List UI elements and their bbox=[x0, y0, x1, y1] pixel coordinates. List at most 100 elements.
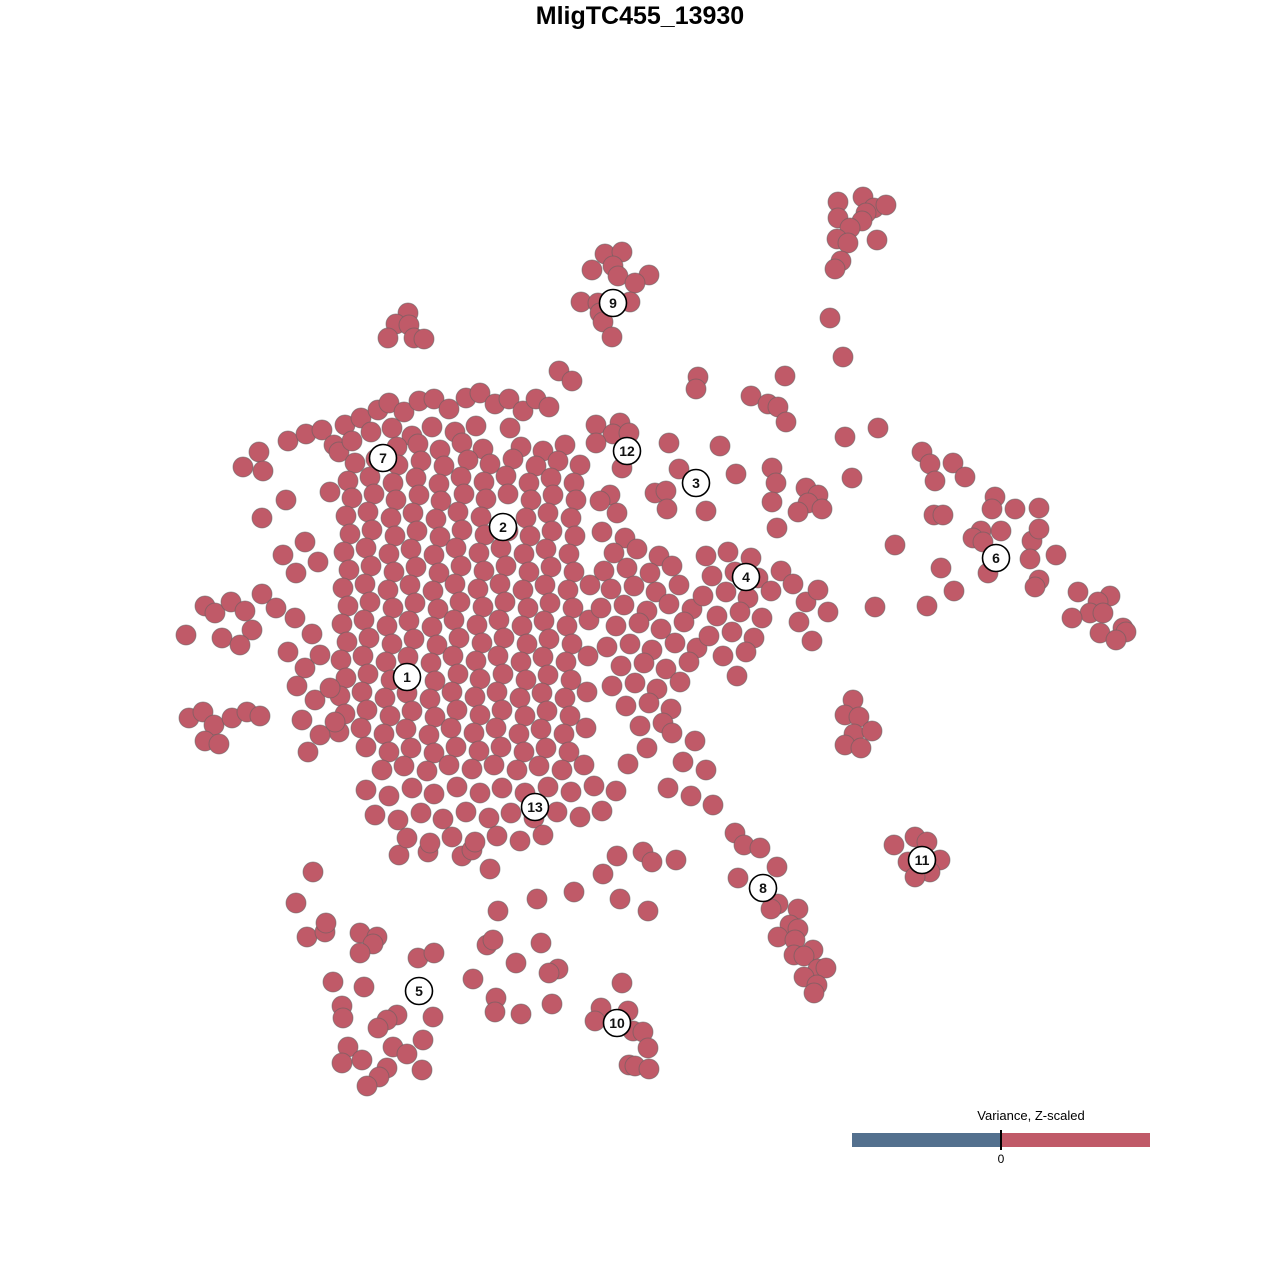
data-point bbox=[405, 556, 427, 578]
data-point bbox=[883, 834, 905, 856]
data-point bbox=[487, 900, 509, 922]
data-point bbox=[443, 609, 465, 631]
data-point bbox=[788, 611, 810, 633]
data-point bbox=[626, 538, 648, 560]
data-point bbox=[605, 780, 627, 802]
data-point bbox=[1028, 518, 1050, 540]
data-point bbox=[542, 484, 564, 506]
data-point bbox=[423, 544, 445, 566]
data-point bbox=[284, 607, 306, 629]
data-point bbox=[554, 687, 576, 709]
data-point bbox=[393, 755, 415, 777]
data-point bbox=[619, 633, 641, 655]
data-point bbox=[387, 809, 409, 831]
data-point bbox=[413, 328, 435, 350]
data-point bbox=[593, 560, 615, 582]
data-point bbox=[421, 616, 443, 638]
data-point bbox=[867, 417, 889, 439]
data-point bbox=[510, 1003, 532, 1025]
data-point bbox=[536, 700, 558, 722]
cluster-label-11: 11 bbox=[907, 845, 937, 875]
data-point bbox=[514, 705, 536, 727]
data-point bbox=[558, 741, 580, 763]
data-point bbox=[285, 562, 307, 584]
cluster-label-text: 4 bbox=[742, 569, 750, 585]
cluster-label-6: 6 bbox=[981, 543, 1011, 573]
data-point bbox=[491, 699, 513, 721]
data-point bbox=[483, 754, 505, 776]
data-point bbox=[735, 641, 757, 663]
data-point bbox=[381, 633, 403, 655]
data-point bbox=[500, 802, 522, 824]
data-point bbox=[487, 645, 509, 667]
data-point bbox=[761, 491, 783, 513]
data-point bbox=[930, 557, 952, 579]
data-point bbox=[331, 1052, 353, 1074]
data-point bbox=[530, 718, 552, 740]
data-point bbox=[232, 456, 254, 478]
data-point bbox=[766, 517, 788, 539]
data-point bbox=[518, 561, 540, 583]
data-point bbox=[611, 972, 633, 994]
data-point bbox=[423, 783, 445, 805]
data-point bbox=[942, 452, 964, 474]
data-point bbox=[581, 259, 603, 281]
plot-title: MligTC455_13930 bbox=[535, 2, 745, 30]
data-point bbox=[606, 845, 628, 867]
data-point bbox=[469, 782, 491, 804]
data-point bbox=[324, 711, 346, 733]
data-point bbox=[583, 775, 605, 797]
data-point bbox=[296, 926, 318, 948]
data-point bbox=[725, 463, 747, 485]
data-point bbox=[249, 705, 271, 727]
data-point bbox=[472, 596, 494, 618]
data-point bbox=[775, 411, 797, 433]
data-point bbox=[403, 628, 425, 650]
data-point bbox=[322, 971, 344, 993]
data-point bbox=[251, 507, 273, 529]
data-point bbox=[251, 583, 273, 605]
data-point bbox=[695, 759, 717, 781]
cluster-label-text: 10 bbox=[609, 1015, 625, 1031]
data-point bbox=[553, 723, 575, 745]
data-point bbox=[617, 753, 639, 775]
data-point bbox=[766, 856, 788, 878]
cluster-label-text: 8 bbox=[759, 880, 767, 896]
data-point bbox=[535, 538, 557, 560]
data-point bbox=[333, 541, 355, 563]
cluster-label-circle bbox=[368, 443, 398, 473]
data-point bbox=[204, 602, 226, 624]
data-point bbox=[381, 417, 403, 439]
data-point bbox=[495, 465, 517, 487]
data-point bbox=[575, 717, 597, 739]
data-point bbox=[445, 537, 467, 559]
data-point bbox=[175, 624, 197, 646]
data-point bbox=[361, 519, 383, 541]
data-point bbox=[864, 596, 886, 618]
data-point bbox=[628, 612, 650, 634]
cluster-label-13: 13 bbox=[520, 792, 550, 822]
data-point bbox=[402, 502, 424, 524]
data-point bbox=[349, 942, 371, 964]
data-point bbox=[811, 498, 833, 520]
data-point bbox=[252, 460, 274, 482]
data-point bbox=[410, 802, 432, 824]
data-point bbox=[564, 525, 586, 547]
data-point bbox=[638, 692, 660, 714]
data-point bbox=[448, 627, 470, 649]
data-point bbox=[695, 545, 717, 567]
data-point bbox=[272, 544, 294, 566]
data-point bbox=[692, 585, 714, 607]
data-point bbox=[584, 1010, 606, 1032]
data-point bbox=[605, 615, 627, 637]
cluster-label-circle bbox=[748, 873, 778, 903]
data-point bbox=[358, 627, 380, 649]
data-point bbox=[834, 426, 856, 448]
data-point bbox=[639, 562, 661, 584]
data-point bbox=[353, 976, 375, 998]
data-point bbox=[563, 561, 585, 583]
data-point bbox=[473, 560, 495, 582]
data-point bbox=[332, 1007, 354, 1029]
data-point bbox=[360, 421, 382, 443]
